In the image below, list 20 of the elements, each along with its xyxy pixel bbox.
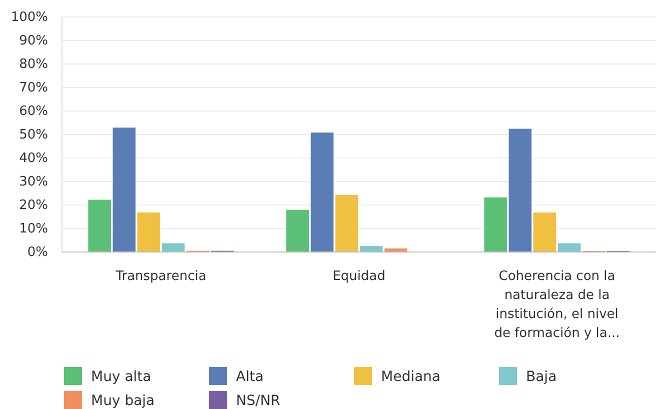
legend-label: Baja (526, 369, 557, 385)
legend-label: Muy alta (91, 369, 152, 385)
legend-label: Alta (236, 369, 264, 385)
x-tick-label: Transparencia (114, 269, 206, 284)
y-tick-label: 100% (10, 10, 48, 26)
y-tick-label: 40% (19, 151, 48, 166)
y-tick-label: 50% (19, 128, 48, 143)
legend-label: Mediana (381, 369, 440, 385)
y-tick-label: 10% (19, 222, 48, 237)
y-tick-label: 90% (19, 34, 48, 49)
y-tick-label: 30% (19, 174, 48, 190)
x-tick-label: Equidad (332, 269, 386, 284)
y-tick-label: 80% (19, 57, 48, 72)
y-tick-label: 0% (27, 245, 48, 260)
y-tick-label: 60% (19, 104, 48, 120)
legend-label: NS/NR (236, 393, 281, 409)
y-tick-label: 20% (19, 198, 48, 214)
legend-label: Muy baja (91, 393, 155, 409)
x-tick-label: Coherencia con la naturaleza de la institución, el nivel de formación y la... (494, 269, 620, 341)
y-tick-label: 70% (19, 80, 48, 96)
